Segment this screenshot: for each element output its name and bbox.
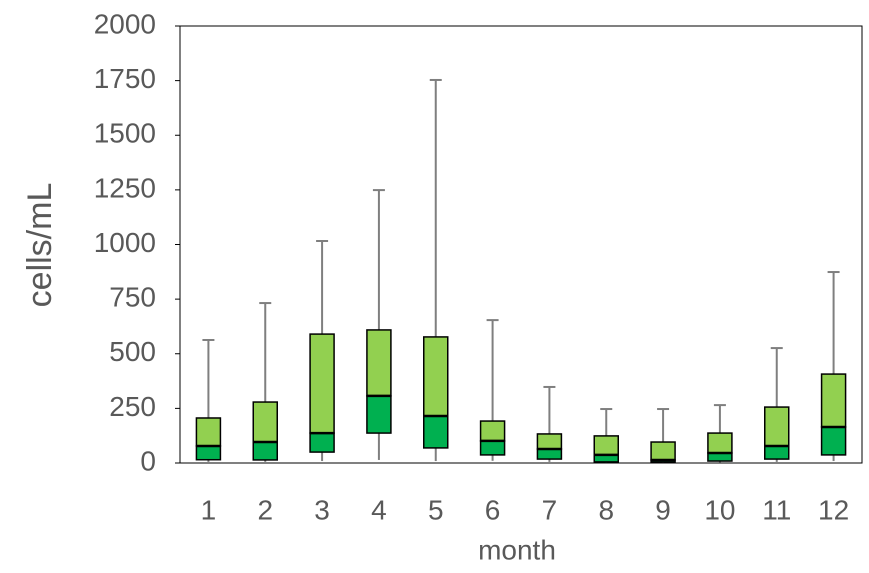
y-tick-label: 1000 bbox=[94, 227, 156, 258]
y-tick-label: 750 bbox=[109, 282, 156, 313]
box-lower bbox=[820, 426, 847, 456]
box-upper bbox=[593, 435, 619, 456]
x-axis-label: month bbox=[478, 534, 556, 565]
y-tick-label: 500 bbox=[109, 336, 156, 367]
box-lower bbox=[423, 415, 449, 449]
x-tick-label: 10 bbox=[704, 494, 735, 525]
box-upper bbox=[536, 433, 563, 450]
x-tick-label: 4 bbox=[371, 494, 387, 525]
box-upper bbox=[195, 417, 222, 447]
x-tick-label: 2 bbox=[257, 494, 273, 525]
x-tick-label: 6 bbox=[485, 494, 501, 525]
box-upper bbox=[479, 420, 506, 442]
y-tick-label: 2000 bbox=[94, 8, 156, 39]
box-lower bbox=[764, 445, 790, 460]
x-tick-label: 11 bbox=[762, 494, 791, 525]
box-upper bbox=[820, 373, 847, 428]
y-tick-label: 1500 bbox=[94, 118, 156, 149]
x-tick-label: 12 bbox=[818, 494, 849, 525]
box-upper bbox=[366, 329, 392, 397]
box-lower bbox=[195, 445, 222, 461]
box-upper bbox=[309, 333, 335, 434]
box-upper bbox=[252, 401, 278, 443]
y-tick-label: 1250 bbox=[94, 172, 156, 203]
plot-frame bbox=[179, 25, 863, 464]
x-tick-label: 7 bbox=[542, 494, 558, 525]
box-upper bbox=[423, 336, 449, 417]
y-tick-label: 250 bbox=[109, 391, 156, 422]
y-tick-label: 1750 bbox=[94, 63, 156, 94]
box-lower bbox=[536, 448, 563, 460]
y-tick-label: 0 bbox=[140, 445, 156, 476]
x-tick-label: 5 bbox=[428, 494, 444, 525]
box-upper bbox=[650, 441, 676, 461]
x-tick-label: 3 bbox=[314, 494, 330, 525]
box-upper bbox=[707, 432, 733, 454]
box-lower bbox=[252, 441, 278, 461]
x-tick-label: 8 bbox=[598, 494, 614, 525]
y-axis-label: cells/mL bbox=[21, 183, 59, 308]
box-upper bbox=[764, 406, 790, 447]
box-lower bbox=[479, 440, 506, 456]
box-lower bbox=[366, 395, 392, 434]
x-tick-label: 9 bbox=[655, 494, 671, 525]
x-tick-label: 1 bbox=[201, 494, 217, 525]
box-lower bbox=[309, 432, 335, 453]
